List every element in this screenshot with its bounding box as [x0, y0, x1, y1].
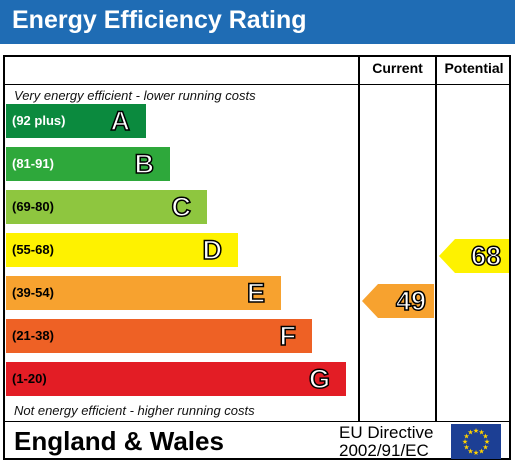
band-range-label: (39-54)	[12, 285, 54, 300]
band-range-label: (1-20)	[12, 371, 47, 386]
band-b: (81-91) B	[6, 147, 170, 181]
current-rating-value: 49	[395, 285, 427, 317]
eu-star-icon: ★	[473, 427, 479, 435]
title-bar: Energy Efficiency Rating	[0, 0, 515, 44]
band-a: (92 plus) A	[6, 104, 146, 138]
band-letter: G	[308, 363, 331, 395]
top-note: Very energy efficient - lower running co…	[14, 88, 256, 103]
eu-star-icon: ★	[482, 433, 488, 441]
current-rating-arrow: 49	[362, 284, 434, 318]
eu-flag-icon: ★ ★ ★ ★ ★ ★ ★ ★ ★ ★ ★ ★	[451, 424, 501, 459]
eu-star-icon: ★	[463, 444, 469, 452]
rating-frame	[3, 55, 511, 460]
potential-rating-value: 68	[470, 240, 502, 272]
current-column-divider	[358, 55, 360, 421]
band-letter: E	[246, 277, 266, 309]
potential-column-header: Potential	[444, 60, 504, 76]
bottom-note: Not energy efficient - higher running co…	[14, 403, 255, 418]
eu-star-icon: ★	[473, 449, 479, 457]
band-range-label: (21-38)	[12, 328, 54, 343]
eu-directive-line2: 2002/91/EC	[339, 441, 429, 460]
potential-rating-arrow: 68	[439, 239, 509, 273]
band-letter: F	[279, 320, 297, 352]
band-e: (39-54) E	[6, 276, 281, 310]
band-d: (55-68) D	[6, 233, 238, 267]
band-letter: B	[134, 148, 155, 180]
eu-star-icon: ★	[478, 428, 484, 436]
eu-star-icon: ★	[478, 448, 484, 456]
eu-star-icon: ★	[463, 433, 469, 441]
band-range-label: (55-68)	[12, 242, 54, 257]
eu-directive-line1: EU Directive	[339, 423, 434, 442]
eu-star-icon: ★	[462, 438, 468, 446]
band-range-label: (81-91)	[12, 156, 54, 171]
band-letter: A	[110, 105, 131, 137]
footer-divider	[3, 421, 511, 422]
eu-stars-icon: ★★★★★★★★★ ★ ★★	[462, 427, 490, 457]
potential-column-divider	[435, 55, 437, 421]
eu-star-icon: ★	[467, 448, 473, 456]
chart-title: Energy Efficiency Rating	[12, 6, 307, 34]
region-label: England & Wales	[14, 426, 224, 456]
current-column-header: Current	[372, 60, 423, 76]
eu-star-icon: ★	[467, 428, 473, 436]
band-g: (1-20) G	[6, 362, 346, 396]
eu-star-icon: ★	[484, 438, 490, 446]
band-range-label: (92 plus)	[12, 113, 66, 128]
band-letter: D	[202, 234, 223, 266]
band-letter: C	[171, 191, 192, 223]
band-c: (69-80) C	[6, 190, 207, 224]
potential-arrow-shape	[439, 239, 509, 273]
eu-directive: EU Directive 2002/91/EC	[339, 424, 433, 460]
band-range-label: (69-80)	[12, 199, 54, 214]
eu-star-icon: ★	[482, 444, 488, 452]
current-arrow-shape	[362, 284, 434, 318]
band-f: (21-38) F	[6, 319, 312, 353]
header-divider	[3, 84, 511, 85]
